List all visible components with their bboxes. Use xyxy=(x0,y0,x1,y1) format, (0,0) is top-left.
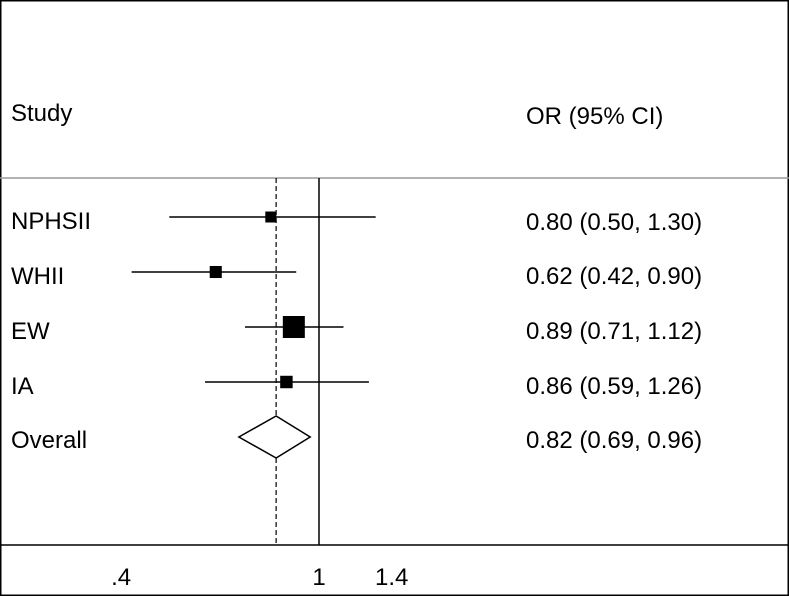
study-name: EW xyxy=(11,318,50,345)
x-tick-label: .4 xyxy=(111,564,131,591)
overall-row: Overall 0.82 (0.69, 0.96) xyxy=(11,415,702,459)
overall-diamond xyxy=(237,415,312,459)
estimate-marker xyxy=(282,316,305,338)
estimate-marker xyxy=(280,375,293,389)
or-ci-value: 0.89 (0.71, 1.12) xyxy=(526,318,702,345)
or-ci-value: 0.62 (0.42, 0.90) xyxy=(526,263,702,290)
header-or-ci: OR (95% CI) xyxy=(526,103,663,130)
study-row: IA 0.86 (0.59, 1.26) xyxy=(11,373,702,400)
or-ci-value: 0.80 (0.50, 1.30) xyxy=(526,209,702,236)
estimate-marker xyxy=(209,265,222,279)
overall-label: Overall xyxy=(11,427,87,454)
x-tick-label: 1 xyxy=(312,564,325,591)
study-name: WHII xyxy=(11,263,64,290)
study-row: WHII 0.62 (0.42, 0.90) xyxy=(11,263,702,290)
study-name: IA xyxy=(11,373,34,400)
study-name: NPHSII xyxy=(11,208,91,235)
x-tick-label: 1.4 xyxy=(375,564,408,591)
study-row: EW 0.89 (0.71, 1.12) xyxy=(11,316,702,345)
study-row: NPHSII 0.80 (0.50, 1.30) xyxy=(11,208,702,236)
or-ci-value: 0.86 (0.59, 1.26) xyxy=(526,373,702,400)
header-study: Study xyxy=(11,100,72,127)
overall-or-ci-value: 0.82 (0.69, 0.96) xyxy=(526,427,702,454)
x-axis-ticks: .4 1 1.4 xyxy=(111,564,408,591)
estimate-marker xyxy=(265,211,277,223)
